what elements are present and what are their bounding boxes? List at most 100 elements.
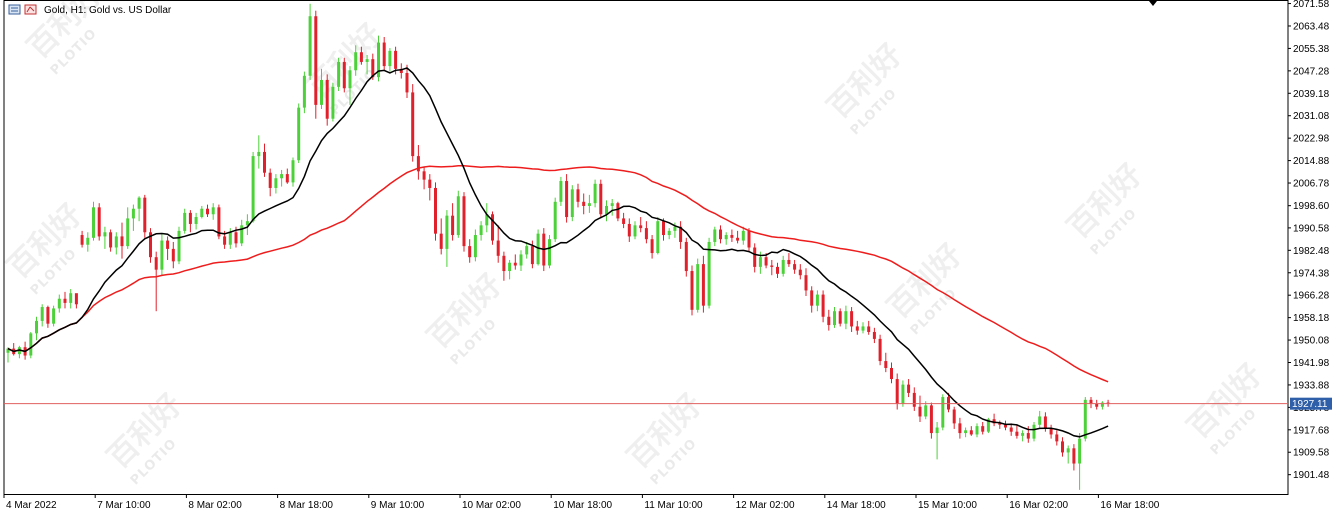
price-tick-label: 2047.28 — [1293, 66, 1330, 77]
candle-body — [872, 331, 876, 339]
candle-body — [365, 59, 369, 62]
candle — [793, 259, 797, 274]
candle — [411, 84, 415, 162]
time-tick-label: 9 Mar 10:00 — [371, 500, 425, 511]
candle-body — [582, 201, 586, 206]
candle — [240, 219, 244, 247]
candle-body — [610, 203, 614, 206]
candle-body — [308, 16, 312, 76]
candle-body — [1009, 427, 1013, 432]
candle-body — [992, 419, 996, 424]
candle — [519, 250, 523, 272]
candle — [473, 229, 477, 262]
candle-body — [730, 235, 734, 238]
indicators-icon[interactable] — [24, 4, 37, 15]
price-tick-label: 2006.78 — [1293, 179, 1330, 190]
candle-body — [320, 79, 323, 105]
candle — [878, 334, 882, 366]
candle — [622, 212, 626, 229]
candle — [929, 402, 933, 439]
candle-body — [787, 259, 791, 265]
candle — [701, 255, 705, 313]
candle-body — [998, 423, 1002, 425]
time-tick-label: 10 Mar 18:00 — [553, 500, 612, 511]
price-tick-label: 1982.48 — [1293, 246, 1330, 257]
candle — [753, 243, 757, 273]
candle-body — [331, 86, 335, 119]
candle-body — [97, 207, 101, 237]
candle-body — [217, 207, 221, 237]
candle-body — [149, 232, 152, 258]
candle-body — [616, 203, 620, 219]
candle-body — [496, 240, 500, 256]
candle-body — [935, 427, 939, 434]
candle-body — [747, 230, 751, 248]
candle — [656, 217, 660, 255]
candle — [639, 217, 643, 233]
candle — [508, 259, 512, 280]
candle-body — [263, 151, 266, 173]
candle — [183, 208, 187, 234]
chart-shift-marker-icon[interactable] — [1149, 1, 1157, 6]
price-tick-label: 1901.48 — [1293, 470, 1330, 481]
candle-body — [40, 307, 44, 321]
candle-body — [565, 181, 569, 218]
candle-body — [422, 171, 426, 180]
price-tick-label: 1917.68 — [1293, 425, 1330, 436]
candle-body — [855, 326, 859, 331]
candle — [1072, 444, 1076, 471]
candle-body — [428, 179, 432, 188]
candle-body — [513, 262, 517, 266]
candle-body — [1061, 441, 1064, 453]
candle — [696, 258, 700, 313]
candle-body — [399, 68, 403, 74]
time-tick-label: 14 Mar 18:00 — [827, 500, 886, 511]
candle — [992, 413, 996, 427]
candle — [844, 305, 848, 330]
chart-title: Gold, H1: Gold vs. US Dollar — [44, 5, 172, 16]
candle-body — [439, 233, 443, 249]
candle — [320, 68, 323, 110]
time-axis[interactable]: 4 Mar 2022 7 Mar 10:00 8 Mar 02:00 8 Mar 18… — [3, 494, 1160, 511]
candle — [941, 394, 945, 431]
candle — [1095, 399, 1099, 410]
candle — [1004, 420, 1007, 431]
candle — [6, 347, 10, 363]
candle-body — [644, 228, 648, 240]
candle — [867, 320, 871, 335]
candle-body — [485, 214, 489, 226]
candle — [57, 294, 61, 313]
candle — [741, 226, 745, 245]
candle-body — [1078, 438, 1082, 464]
candle-body — [131, 208, 135, 219]
candle — [377, 35, 380, 82]
candle — [485, 203, 489, 233]
candle — [690, 265, 694, 316]
candle — [200, 205, 204, 219]
candle-body — [171, 248, 175, 262]
candle — [605, 200, 608, 222]
candle — [285, 168, 289, 184]
candle-body — [240, 225, 244, 244]
candle-body — [827, 316, 831, 326]
candle-body — [35, 320, 38, 334]
candle-body — [1100, 402, 1104, 407]
candle — [747, 228, 751, 252]
candle-body — [206, 208, 209, 215]
candle-body — [810, 290, 814, 306]
candle-body — [690, 271, 694, 310]
price-tick-label: 1974.38 — [1293, 268, 1330, 279]
candle-body — [975, 426, 979, 435]
candle-body — [188, 212, 192, 224]
price-tick-label: 1909.58 — [1293, 448, 1330, 459]
candle-body — [673, 226, 677, 231]
candle — [935, 421, 939, 460]
candle — [114, 232, 118, 255]
candle — [633, 221, 637, 240]
candle-body — [986, 419, 990, 432]
candle — [188, 210, 192, 233]
candle-body — [1026, 433, 1030, 439]
candle — [502, 251, 506, 281]
candle-body — [587, 203, 591, 206]
